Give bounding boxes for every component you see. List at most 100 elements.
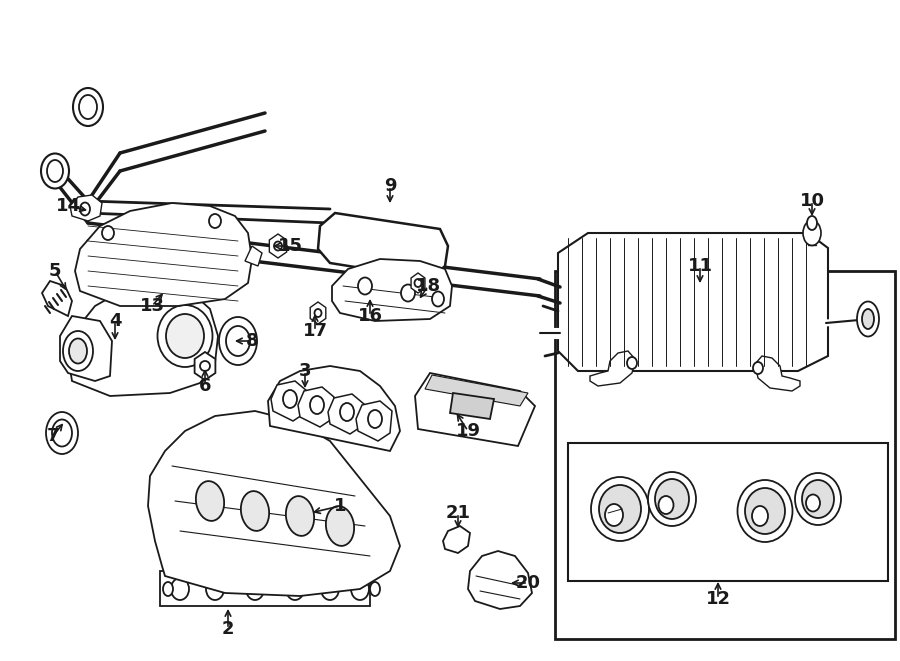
- Ellipse shape: [206, 578, 224, 600]
- Polygon shape: [328, 394, 364, 434]
- Ellipse shape: [591, 477, 649, 541]
- Text: 7: 7: [47, 427, 59, 445]
- Ellipse shape: [274, 241, 282, 251]
- Text: 15: 15: [277, 237, 302, 255]
- Polygon shape: [268, 366, 400, 451]
- Polygon shape: [468, 551, 532, 609]
- Polygon shape: [443, 526, 470, 553]
- Text: 17: 17: [302, 322, 328, 340]
- Text: 1: 1: [334, 497, 346, 515]
- Ellipse shape: [803, 221, 821, 245]
- Text: 14: 14: [56, 197, 80, 215]
- Ellipse shape: [163, 582, 173, 596]
- Ellipse shape: [73, 88, 103, 126]
- Text: 20: 20: [516, 574, 541, 592]
- Ellipse shape: [655, 479, 689, 519]
- Ellipse shape: [795, 473, 841, 525]
- Ellipse shape: [659, 496, 673, 514]
- Ellipse shape: [627, 357, 637, 369]
- Polygon shape: [411, 273, 425, 293]
- Text: 10: 10: [799, 192, 824, 210]
- Ellipse shape: [358, 278, 372, 295]
- Ellipse shape: [648, 472, 696, 526]
- Ellipse shape: [752, 506, 768, 526]
- Polygon shape: [245, 246, 262, 266]
- Polygon shape: [310, 302, 326, 324]
- Text: 16: 16: [357, 307, 382, 325]
- Ellipse shape: [209, 214, 221, 228]
- Ellipse shape: [47, 160, 63, 182]
- Ellipse shape: [370, 582, 380, 596]
- Ellipse shape: [200, 361, 210, 371]
- Ellipse shape: [63, 331, 93, 371]
- Ellipse shape: [802, 480, 834, 518]
- Ellipse shape: [806, 494, 820, 512]
- Ellipse shape: [745, 488, 785, 534]
- Polygon shape: [298, 387, 334, 427]
- Ellipse shape: [196, 481, 224, 521]
- Ellipse shape: [246, 578, 264, 600]
- Polygon shape: [590, 351, 635, 386]
- Polygon shape: [70, 195, 102, 221]
- Ellipse shape: [41, 153, 69, 188]
- Bar: [568, 443, 888, 581]
- Ellipse shape: [166, 314, 204, 358]
- Polygon shape: [356, 401, 392, 441]
- Ellipse shape: [401, 284, 415, 301]
- Polygon shape: [42, 281, 72, 316]
- Ellipse shape: [314, 309, 321, 317]
- Ellipse shape: [171, 578, 189, 600]
- Polygon shape: [160, 571, 370, 606]
- Text: 18: 18: [416, 277, 441, 295]
- Polygon shape: [755, 356, 800, 391]
- Polygon shape: [269, 234, 287, 258]
- Ellipse shape: [326, 506, 354, 546]
- Polygon shape: [415, 373, 535, 446]
- Ellipse shape: [340, 403, 354, 421]
- Ellipse shape: [219, 317, 257, 365]
- Text: 11: 11: [688, 257, 713, 275]
- Ellipse shape: [226, 326, 250, 356]
- Text: 2: 2: [221, 620, 234, 638]
- Ellipse shape: [605, 504, 623, 526]
- Ellipse shape: [862, 309, 874, 329]
- Bar: [555, 271, 895, 639]
- Polygon shape: [450, 393, 494, 419]
- Ellipse shape: [753, 362, 763, 374]
- Ellipse shape: [158, 305, 212, 367]
- Ellipse shape: [432, 292, 444, 307]
- Polygon shape: [425, 375, 528, 406]
- Text: 6: 6: [199, 377, 212, 395]
- Polygon shape: [332, 259, 452, 321]
- Polygon shape: [318, 213, 448, 279]
- Text: 3: 3: [299, 362, 311, 380]
- Ellipse shape: [807, 216, 817, 230]
- Text: 5: 5: [49, 262, 61, 280]
- Ellipse shape: [737, 480, 793, 542]
- Polygon shape: [75, 203, 252, 306]
- Text: 9: 9: [383, 177, 396, 195]
- Ellipse shape: [80, 202, 90, 215]
- Polygon shape: [558, 233, 828, 371]
- Ellipse shape: [286, 578, 304, 600]
- Ellipse shape: [351, 578, 369, 600]
- Ellipse shape: [79, 95, 97, 119]
- Ellipse shape: [52, 420, 72, 446]
- Ellipse shape: [241, 491, 269, 531]
- Ellipse shape: [857, 301, 879, 336]
- Text: 21: 21: [446, 504, 471, 522]
- Text: 4: 4: [109, 312, 122, 330]
- Polygon shape: [60, 316, 112, 381]
- Text: 13: 13: [140, 297, 165, 315]
- Ellipse shape: [286, 496, 314, 536]
- Ellipse shape: [46, 412, 78, 454]
- Polygon shape: [271, 381, 307, 421]
- Ellipse shape: [599, 485, 641, 533]
- Text: 19: 19: [455, 422, 481, 440]
- Ellipse shape: [102, 226, 114, 240]
- Text: 8: 8: [246, 332, 258, 350]
- Ellipse shape: [310, 396, 324, 414]
- Ellipse shape: [283, 390, 297, 408]
- Polygon shape: [148, 411, 400, 596]
- Ellipse shape: [321, 578, 339, 600]
